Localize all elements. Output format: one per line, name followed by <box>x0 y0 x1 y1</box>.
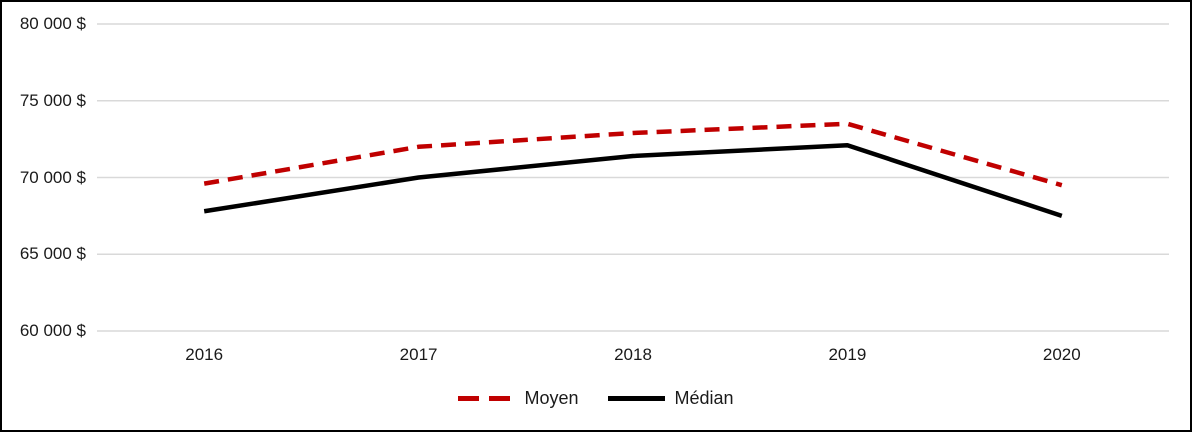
legend: Moyen Médian <box>2 386 1190 410</box>
legend-label-moyen: Moyen <box>524 387 579 408</box>
series-line-median <box>203 143 1063 219</box>
legend-label-median: Médian <box>674 387 734 408</box>
legend-item-median: Médian <box>608 387 734 409</box>
legend-item-moyen: Moyen <box>458 388 578 409</box>
series-line-moyen <box>203 121 1063 188</box>
dashed-line-icon <box>458 395 516 401</box>
solid-line-icon <box>608 395 666 401</box>
